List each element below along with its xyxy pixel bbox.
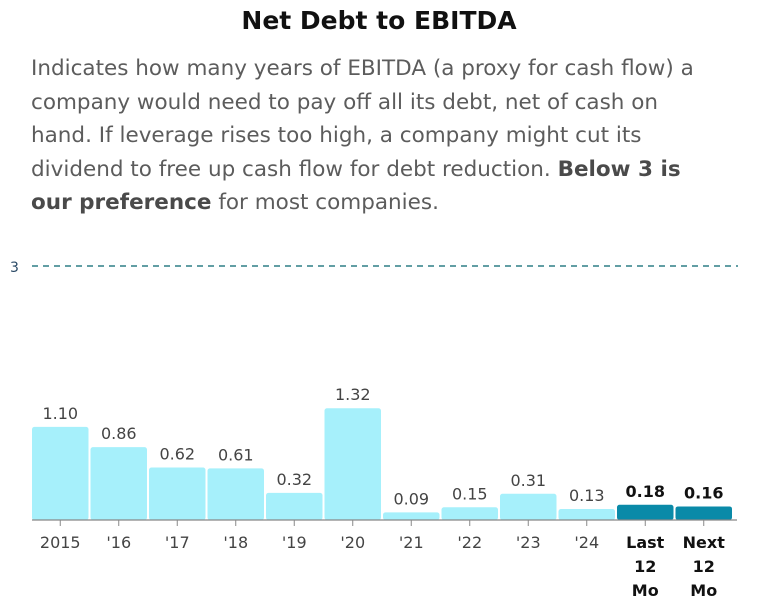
reference-line-label: 3 [10, 260, 19, 276]
value-label-11: 0.18 [626, 482, 665, 501]
x-tick-label-2: '16 [106, 533, 131, 552]
value-label-7: 0.09 [393, 489, 429, 508]
x-tick-label-6: '20 [340, 533, 365, 552]
value-label-2: 0.86 [101, 424, 137, 443]
description-tail: for most companies. [211, 190, 439, 215]
x-tick-label-8: '22 [457, 533, 482, 552]
x-tick-label-5: '19 [282, 533, 307, 552]
bar-5 [266, 492, 323, 520]
value-label-6: 1.32 [335, 385, 371, 404]
x-tick-label-7: '21 [399, 533, 424, 552]
x-tick-label-9: '23 [516, 533, 541, 552]
bar-9 [500, 493, 557, 520]
bar-10 [558, 508, 615, 520]
value-label-1: 1.10 [42, 404, 78, 423]
value-label-12: 0.16 [684, 483, 723, 502]
description-emphasis: Below 3 is our preference [31, 156, 681, 216]
value-label-5: 0.32 [276, 470, 312, 489]
x-tick-label-11-line-1: Last [626, 533, 665, 552]
value-label-8: 0.15 [452, 484, 488, 503]
bar-7 [383, 512, 440, 520]
x-tick-label-11-line-2: 12 [634, 557, 656, 576]
bar-4 [207, 468, 264, 520]
x-tick-label-3: '17 [165, 533, 190, 552]
x-tick-label-12-line-1: Next [683, 533, 726, 552]
bar-2 [90, 447, 147, 520]
x-tick-label-11-line-3: Mo [632, 581, 659, 600]
chart-description: Indicates how many years of EBITDA (a pr… [31, 52, 721, 220]
chart-title: Net Debt to EBITDA [241, 6, 517, 35]
x-tick-label-12-line-2: 12 [693, 557, 715, 576]
value-label-3: 0.62 [159, 445, 195, 464]
value-label-4: 0.61 [218, 445, 254, 464]
x-tick-label-4: '18 [223, 533, 248, 552]
bar-8 [441, 507, 498, 520]
bar-12 [675, 506, 732, 520]
description-text: Indicates how many years of EBITDA (a pr… [31, 56, 694, 182]
bar-1 [32, 426, 89, 520]
x-tick-label-12-line-3: Mo [690, 581, 717, 600]
x-tick-label-10: '24 [574, 533, 599, 552]
value-label-9: 0.31 [510, 471, 546, 490]
bar-6 [324, 408, 381, 520]
value-label-10: 0.13 [569, 486, 605, 505]
x-tick-label-1: 2015 [40, 533, 81, 552]
bar-11 [617, 504, 674, 520]
bar-3 [149, 467, 206, 520]
